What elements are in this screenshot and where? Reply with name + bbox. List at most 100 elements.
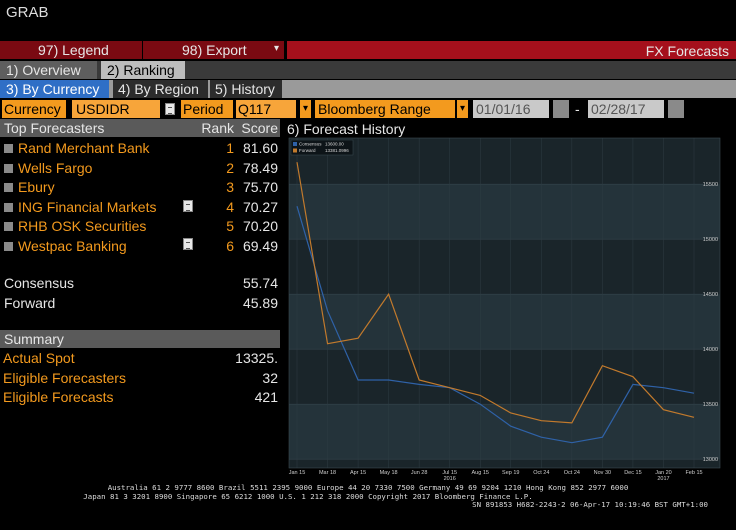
series-line	[296, 206, 695, 444]
legend-value: 13381.0996	[325, 148, 349, 153]
x-tick-label: Oct 24	[564, 470, 580, 476]
title-bar	[287, 41, 736, 59]
summary-title: Summary	[4, 331, 64, 347]
x-tick-label: Oct 24	[533, 470, 549, 476]
export-button[interactable]: 98) Export	[182, 42, 247, 58]
summary-value: 32	[262, 369, 278, 386]
y-tick-label: 14000	[703, 347, 718, 353]
currency-input[interactable]: USDIDR	[72, 100, 160, 118]
forecaster-name[interactable]: Ebury	[18, 179, 55, 195]
row-bullet	[4, 241, 13, 251]
subtab[interactable]: 4) By Region	[113, 80, 208, 98]
aggregate-label: Forward	[4, 294, 56, 311]
y-tick-label: 15000	[703, 237, 718, 243]
x-tick-label: Mar 18	[319, 470, 336, 476]
rank: 3	[226, 179, 234, 195]
start-date[interactable]: 01/01/16	[473, 100, 549, 118]
rank: 2	[226, 159, 234, 176]
forecaster-name[interactable]: Wells Fargo	[18, 159, 93, 176]
dropdown-arrow[interactable]: ▾	[300, 100, 311, 118]
footer-line: Australia 61 2 9777 8600 Brazil 5511 239…	[107, 483, 629, 492]
row-bullet	[4, 144, 13, 153]
score: 75.70	[242, 179, 278, 195]
tab-active[interactable]: 2) Ranking	[101, 61, 185, 79]
row-bullet	[4, 183, 13, 192]
x-tick-label: Sep 19	[502, 470, 519, 476]
calendar-button[interactable]	[553, 100, 569, 118]
period-input[interactable]: Q117	[236, 100, 296, 118]
forecaster-name[interactable]: Westpac Banking	[18, 237, 127, 254]
legend-box	[290, 139, 354, 156]
plot-band	[289, 294, 720, 350]
subtab-active[interactable]: 3) By Currency	[0, 80, 109, 98]
row-bullet	[4, 222, 13, 231]
x-tick-label: Apr 15	[350, 470, 366, 476]
x-tick-label: Aug 15	[472, 470, 489, 476]
plot-band	[289, 184, 720, 240]
y-tick-label: 14500	[703, 292, 718, 298]
summary-label: Actual Spot	[3, 350, 75, 366]
aggregate-label: Consensus	[4, 275, 75, 291]
row-bullet	[4, 163, 13, 173]
dropdown-arrow[interactable]: ▾	[457, 100, 468, 118]
period-label: Period	[181, 100, 233, 118]
plot-band	[289, 404, 720, 460]
range-select[interactable]: Bloomberg Range	[315, 100, 455, 118]
plot-band	[289, 239, 720, 295]
window-title: GRAB	[6, 4, 49, 21]
x-tick-label: Jan 20	[655, 470, 672, 476]
legend-label: Consensus	[299, 142, 322, 147]
summary-label: Eligible Forecasters	[3, 369, 126, 386]
summary-header	[0, 330, 280, 348]
year-label: 2017	[657, 476, 669, 482]
forecaster-name[interactable]: Rand Merchant Bank	[18, 140, 150, 156]
screen-title: FX Forecasts	[645, 43, 729, 59]
summary-label: Eligible Forecasts	[3, 389, 114, 405]
chart: 13000 13500 14000 14500 15000 15500 Jan 15 Mar …	[288, 137, 721, 482]
subtab[interactable]: 5) History	[210, 80, 282, 98]
footer-line: Japan 81 3 3201 8900 Singapore 65 6212 1…	[83, 491, 533, 501]
score: 69.49	[242, 237, 278, 254]
date-separator: -	[575, 101, 580, 117]
x-tick-label: May 18	[380, 470, 398, 476]
end-date[interactable]: 02/28/17	[588, 100, 664, 118]
aggregate-value: 45.89	[242, 294, 278, 311]
note-icon[interactable]	[183, 238, 193, 250]
x-tick-label: Dec 15	[624, 470, 641, 476]
note-icon[interactable]	[183, 200, 193, 212]
x-tick-label: Jun 28	[411, 470, 428, 476]
y-tick-label: 15500	[703, 182, 718, 188]
series-line	[296, 162, 695, 424]
legend-button[interactable]: 97) Legend	[38, 42, 109, 58]
tab[interactable]: 1) Overview	[0, 61, 97, 79]
rank: 6	[226, 237, 234, 254]
summary-value: 13325.	[235, 350, 278, 366]
x-tick-label: Jul 15	[442, 470, 457, 476]
plot-band	[289, 349, 720, 405]
divider	[142, 41, 143, 59]
score: 70.27	[242, 198, 278, 215]
forecaster-name[interactable]: RHB OSK Securities	[18, 218, 147, 234]
column-header: Rank	[201, 120, 234, 136]
score: 70.20	[242, 218, 278, 234]
y-tick-label: 13500	[703, 402, 718, 408]
rank: 5	[226, 218, 234, 234]
footer: Australia 61 2 9777 8600 Brazil 5511 239…	[0, 483, 736, 530]
column-header: Top Forecasters	[4, 120, 105, 136]
rank: 4	[226, 198, 234, 215]
footer-line: SN 891853 H682-2243-2 06-Apr-17 10:19:46…	[472, 500, 708, 509]
x-tick-label: Nov 30	[594, 470, 611, 476]
column-header: Score	[241, 120, 278, 136]
x-tick-label: Feb 15	[685, 470, 702, 476]
note-icon[interactable]	[165, 103, 175, 115]
x-tick-label: Jan 15	[289, 470, 306, 476]
forecaster-name[interactable]: ING Financial Markets	[18, 198, 157, 215]
dropdown-arrow: ▾	[274, 43, 280, 54]
rank: 1	[226, 140, 234, 156]
year-label: 2016	[444, 476, 456, 482]
aggregate-value: 55.74	[242, 275, 278, 291]
plot-frame	[288, 137, 721, 469]
calendar-button[interactable]	[668, 100, 684, 118]
legend-swatch	[293, 142, 297, 146]
